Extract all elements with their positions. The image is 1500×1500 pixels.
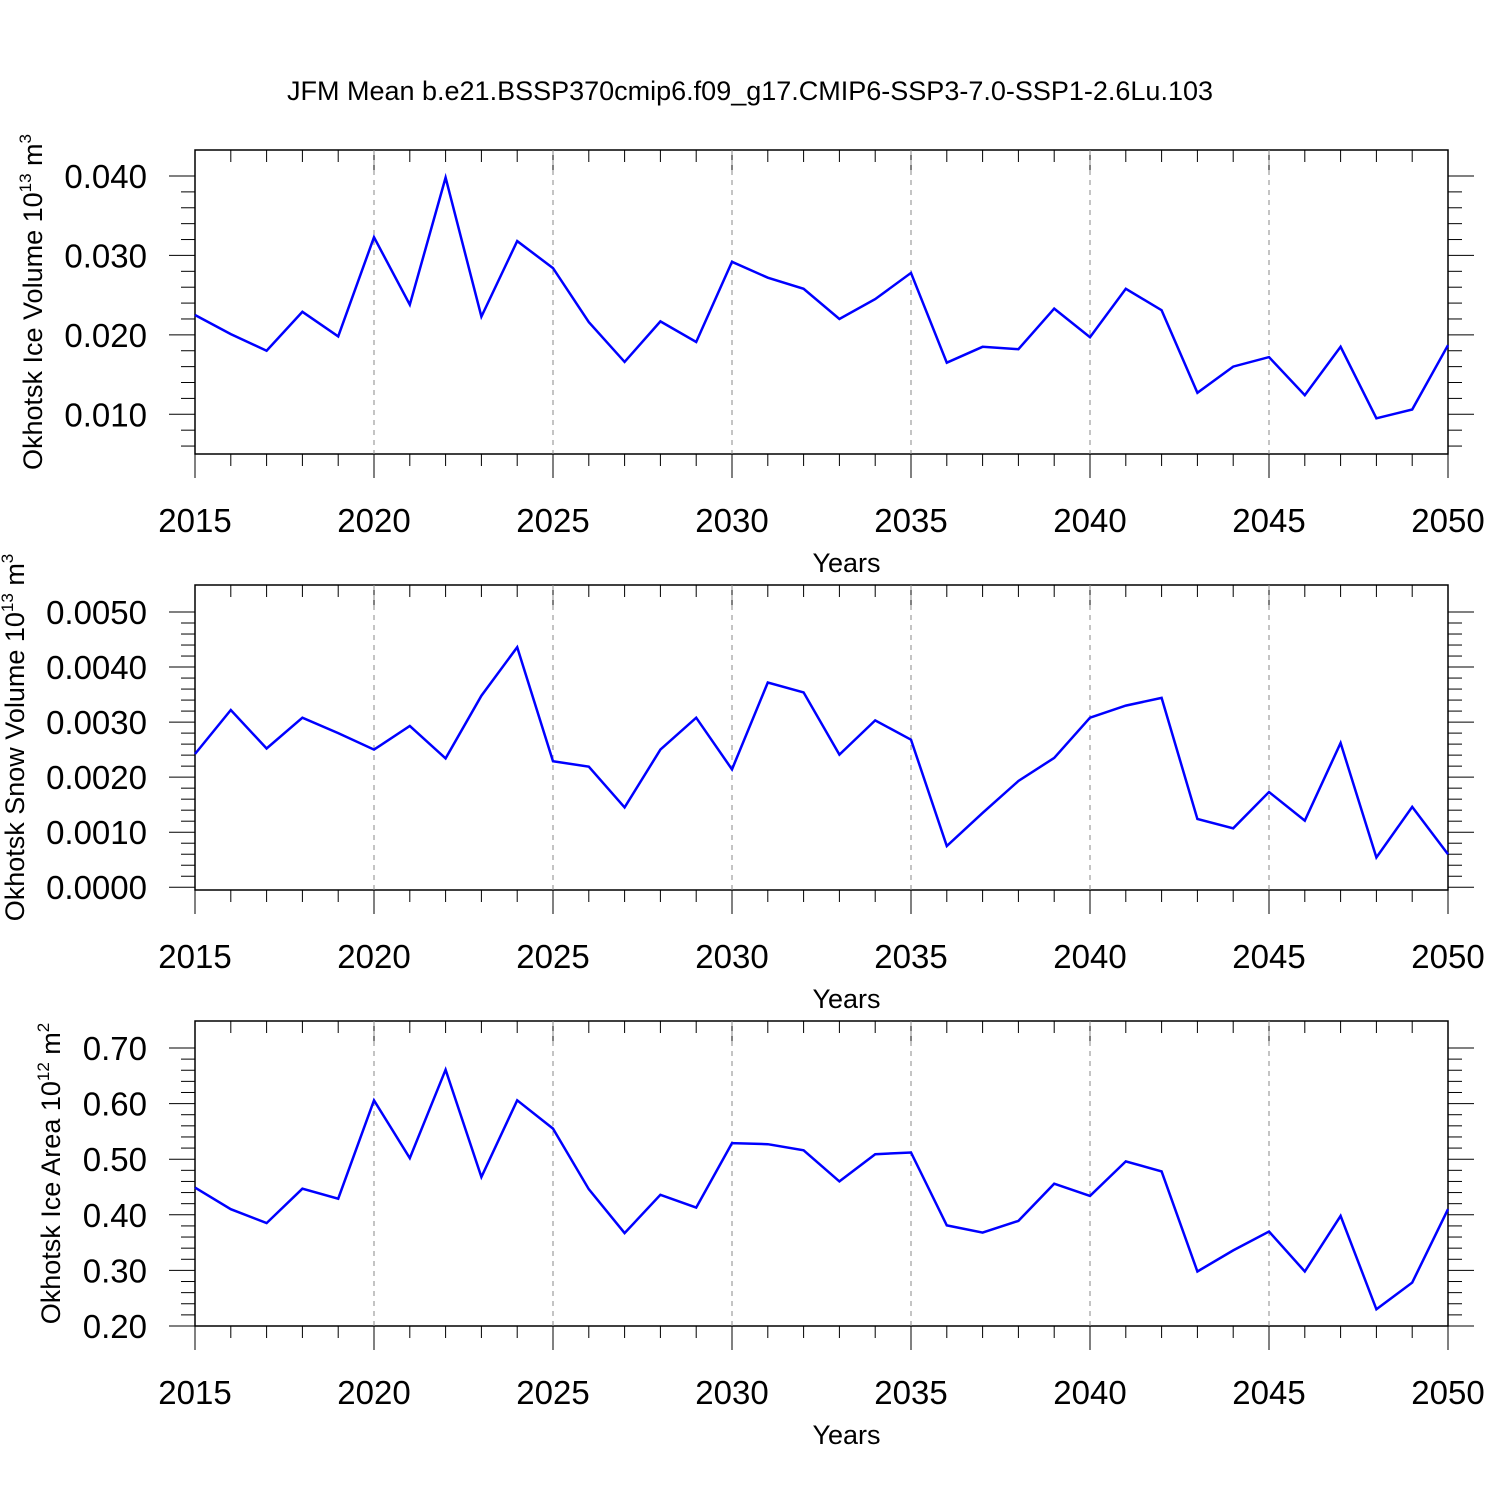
plot-frame [194, 1020, 1449, 1327]
x-tick-label: 2040 [1053, 1374, 1126, 1411]
x-tick-label: 2030 [695, 1374, 768, 1411]
x-tick-label: 2015 [158, 1374, 231, 1411]
x-tick-label: 2050 [1411, 1374, 1484, 1411]
chart-title: JFM Mean b.e21.BSSP370cmip6.f09_g17.CMIP… [287, 76, 1213, 106]
x-axis-label: Years [812, 984, 880, 1014]
x-tick-label: 2020 [337, 938, 410, 975]
x-tick-label: 2020 [337, 502, 410, 539]
x-tick-label: 2015 [158, 502, 231, 539]
x-tick-label: 2030 [695, 502, 768, 539]
y-tick-label: 0.0000 [46, 869, 147, 906]
x-tick-label: 2050 [1411, 938, 1484, 975]
series-line [194, 1066, 1450, 1312]
plot-frame [194, 149, 1449, 455]
y-tick-label: 0.0030 [46, 704, 147, 741]
plot-frame [194, 584, 1449, 891]
x-axis-label: Years [812, 1420, 880, 1450]
x-tick-label: 2035 [874, 938, 947, 975]
series-line [194, 644, 1449, 861]
y-tick-label: 0.040 [64, 158, 147, 195]
y-axis-label: Okhotsk Snow Volume 1013 m3 [0, 554, 30, 922]
y-tick-label: 0.030 [64, 237, 147, 274]
x-tick-label: 2040 [1053, 502, 1126, 539]
y-tick-label: 0.20 [83, 1308, 147, 1345]
panel-3: 2015 2020 2025 2030 2035 2040 2045 2050 0.20 0.30… [34, 1020, 1485, 1450]
x-axis-label: Years [812, 548, 880, 578]
x-tick-label: 2020 [337, 1374, 410, 1411]
y-axis-label: Okhotsk Ice Area 1012 m2 [34, 1023, 66, 1325]
y-tick-label: 0.0050 [46, 594, 147, 631]
y-axis-label: Okhotsk Ice Volume 1013 m3 [16, 134, 48, 470]
x-tick-label: 2035 [874, 1374, 947, 1411]
y-tick-label: 0.70 [83, 1030, 147, 1067]
x-tick-label: 2045 [1232, 502, 1305, 539]
y-tick-label: 0.020 [64, 317, 147, 354]
x-tick-label: 2025 [516, 502, 589, 539]
x-tick-label: 2025 [516, 938, 589, 975]
y-tick-label: 0.30 [83, 1252, 147, 1289]
y-tick-label: 0.60 [83, 1086, 147, 1123]
x-tick-label: 2045 [1232, 938, 1305, 975]
panels: 2015 2020 2025 2030 2035 2040 2045 2050 0.010 0.0… [0, 134, 1485, 1450]
series-line [194, 172, 1450, 420]
y-tick-label: 0.0040 [46, 649, 147, 686]
x-tick-label: 2015 [158, 938, 231, 975]
y-tick-label: 0.010 [64, 396, 147, 433]
y-tick-label: 0.0010 [46, 814, 147, 851]
panel-1: 2015 2020 2025 2030 2035 2040 2045 2050 0.010 0.0… [16, 134, 1485, 578]
y-tick-label: 0.40 [83, 1197, 147, 1234]
x-tick-label: 2035 [874, 502, 947, 539]
x-tick-label: 2025 [516, 1374, 589, 1411]
x-tick-label: 2045 [1232, 1374, 1305, 1411]
panel-2: 2015 2020 2025 2030 2035 2040 2045 2050 0.0000 0.… [0, 554, 1485, 1014]
x-tick-label: 2030 [695, 938, 768, 975]
y-tick-label: 0.50 [83, 1141, 147, 1178]
x-tick-label: 2040 [1053, 938, 1126, 975]
y-tick-label: 0.0020 [46, 759, 147, 796]
x-tick-label: 2050 [1411, 502, 1484, 539]
